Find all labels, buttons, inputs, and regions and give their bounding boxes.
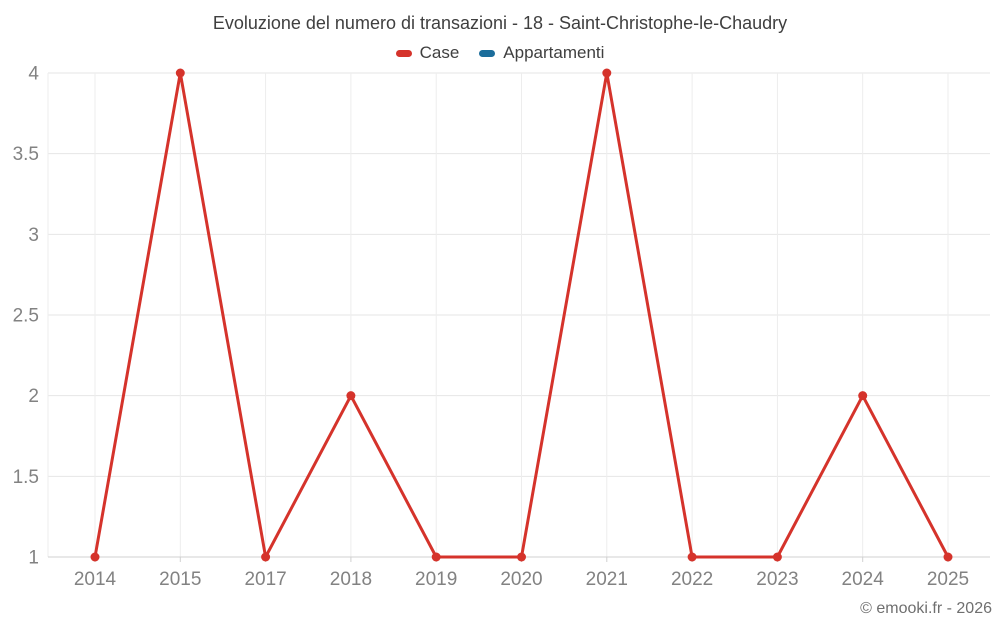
data-point — [431, 552, 441, 562]
x-tick-label: 2025 — [927, 569, 969, 590]
x-tick-label: 2024 — [842, 569, 885, 590]
x-tick-label: 2014 — [74, 569, 117, 590]
legend-label: Case — [419, 43, 460, 62]
chart-title: Evoluzione del numero di transazioni - 1… — [212, 13, 788, 33]
legend-swatch-icon — [479, 49, 496, 57]
x-tick-label: 2021 — [586, 569, 628, 590]
legend-swatch-icon — [395, 49, 412, 57]
x-tick-label: 2017 — [244, 569, 286, 590]
y-tick-label: 2 — [28, 386, 39, 407]
y-tick-label: 2.5 — [13, 306, 39, 327]
x-tick-label: 2018 — [330, 569, 372, 590]
data-point — [858, 391, 868, 401]
data-point — [772, 552, 782, 562]
legend-label: Appartamenti — [503, 43, 605, 62]
x-tick-label: 2019 — [415, 569, 457, 590]
y-tick-label: 1.5 — [13, 467, 39, 488]
y-tick-label: 3 — [28, 225, 39, 246]
x-tick-label: 2022 — [671, 569, 713, 590]
copyright: © emooki.fr - 2026 — [860, 600, 992, 617]
data-point — [517, 552, 526, 562]
legend-item-appartamenti[interactable]: Appartamenti — [479, 43, 604, 63]
data-point — [261, 552, 271, 562]
y-tick-label: 1 — [28, 548, 39, 569]
data-point — [346, 391, 356, 401]
data-point — [90, 552, 100, 562]
x-tick-label: 2015 — [159, 569, 201, 590]
y-tick-label: 3.5 — [13, 144, 39, 165]
y-tick-label: 4 — [28, 64, 39, 85]
legend-item-case[interactable]: Case — [395, 43, 460, 63]
legend: Case Appartamenti — [0, 43, 1000, 63]
data-point — [943, 552, 953, 562]
x-tick-label: 2023 — [756, 569, 798, 590]
x-tick-label: 2020 — [500, 569, 542, 590]
data-point — [175, 68, 185, 78]
data-point — [602, 68, 612, 78]
data-point — [687, 552, 697, 562]
